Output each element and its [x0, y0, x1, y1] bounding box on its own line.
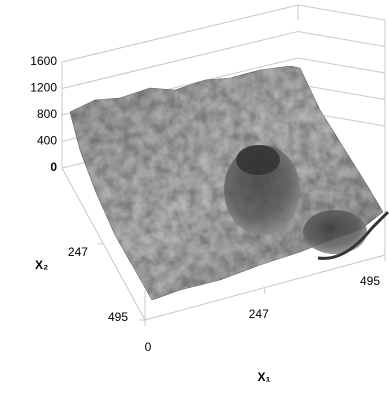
z-tick-label: 1200: [30, 81, 57, 95]
x-tick-label: 247: [249, 307, 269, 321]
x-tick-label: 495: [360, 274, 380, 288]
x-axis-label: X₁: [258, 370, 271, 384]
surface: [70, 66, 388, 300]
z-tick-label: 1600: [30, 54, 57, 68]
grid-line: [62, 5, 385, 62]
chart: X₂ X₁ 0 400 800 1200 1600 0 247 495 247 495: [0, 0, 389, 389]
y-tick-label: 495: [108, 310, 128, 324]
x-tick-label: 0: [145, 340, 152, 354]
depression: [303, 210, 367, 254]
z-tick-label: 400: [37, 134, 57, 148]
y-tick-label: 247: [68, 245, 88, 259]
z-tick-label: 0: [50, 160, 57, 174]
depression: [236, 145, 280, 175]
z-tick-label: 800: [37, 107, 57, 121]
y-axis-label: X₂: [35, 258, 48, 272]
